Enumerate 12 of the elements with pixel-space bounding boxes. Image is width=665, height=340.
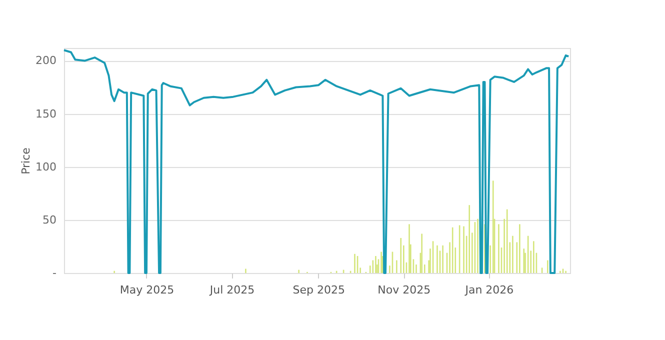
y-tick-label: 50 — [42, 213, 56, 226]
y-tick-label: 100 — [36, 160, 56, 174]
x-tick-label: May 2025 — [120, 284, 174, 296]
line-series — [63, 49, 570, 274]
x-tick-label: Nov 2025 — [378, 284, 431, 296]
y-tick-label: - — [52, 266, 57, 280]
x-tick-label: Sep 2025 — [292, 284, 346, 296]
y-tick-label: 200 — [36, 54, 56, 68]
y-axis-title: Price — [20, 147, 33, 174]
y-tick-label: 150 — [36, 107, 56, 120]
x-tick-label: Jan 2026 — [464, 284, 514, 296]
x-tick-label: Jul 2025 — [208, 284, 255, 296]
